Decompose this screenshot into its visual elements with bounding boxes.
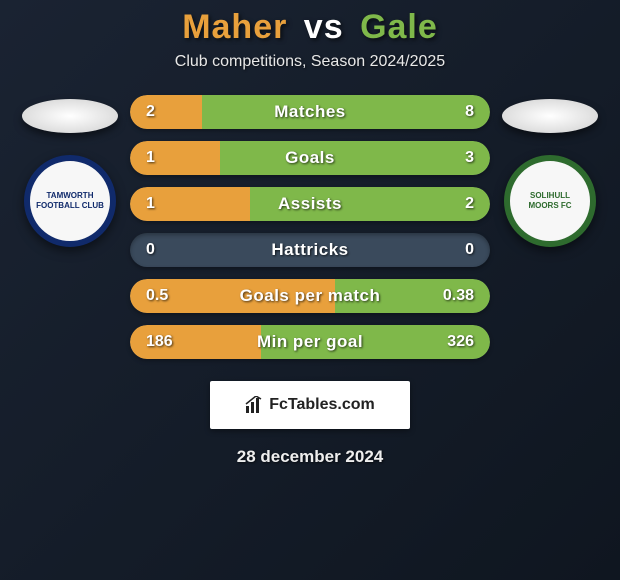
stat-bar-matches: 2 Matches 8 xyxy=(130,95,490,129)
attribution-badge: FcTables.com xyxy=(210,381,410,429)
stat-bar-hattricks: 0 Hattricks 0 xyxy=(130,233,490,267)
attribution-text: FcTables.com xyxy=(269,396,375,414)
player2-avatar-placeholder xyxy=(502,99,598,133)
stat-value-right: 326 xyxy=(434,333,474,351)
crest-right-label: SOLIHULL MOORS FC xyxy=(516,191,584,210)
stat-bar-assists: 1 Assists 2 xyxy=(130,187,490,221)
player1-club-crest: TAMWORTH FOOTBALL CLUB xyxy=(24,155,116,247)
stat-bar-goals: 1 Goals 3 xyxy=(130,141,490,175)
stat-value-right: 8 xyxy=(434,103,474,121)
left-column: TAMWORTH FOOTBALL CLUB xyxy=(10,95,130,247)
stat-value-left: 186 xyxy=(146,333,186,351)
stat-label: Matches xyxy=(274,102,346,122)
stat-value-right: 2 xyxy=(434,195,474,213)
stat-bar-goals-per-match: 0.5 Goals per match 0.38 xyxy=(130,279,490,313)
right-column: SOLIHULL MOORS FC xyxy=(490,95,610,247)
stat-label: Hattricks xyxy=(271,240,348,260)
crest-left-label: TAMWORTH FOOTBALL CLUB xyxy=(36,191,104,210)
date-text: 28 december 2024 xyxy=(237,447,384,467)
page-title: Maher vs Gale xyxy=(182,8,438,47)
title-player1: Maher xyxy=(182,8,287,46)
stat-label: Assists xyxy=(278,194,342,214)
main-row: TAMWORTH FOOTBALL CLUB 2Matches81Goals31… xyxy=(0,95,620,359)
stats-column: 2 Matches 8 1 Goals 3 1 Assists 2 0 Hattricks 0 0.5 G… xyxy=(130,95,490,359)
player2-club-crest: SOLIHULL MOORS FC xyxy=(504,155,596,247)
stat-label: Min per goal xyxy=(257,332,363,352)
subtitle: Club competitions, Season 2024/2025 xyxy=(175,53,445,71)
player1-avatar-placeholder xyxy=(22,99,118,133)
stat-value-left: 2 xyxy=(146,103,186,121)
stat-value-left: 0.5 xyxy=(146,287,186,305)
stat-value-left: 0 xyxy=(146,241,186,259)
stat-value-right: 0 xyxy=(434,241,474,259)
comparison-card: Maher vs Gale Club competitions, Season … xyxy=(0,0,620,580)
stat-value-left: 1 xyxy=(146,149,186,167)
stat-value-left: 1 xyxy=(146,195,186,213)
chart-icon xyxy=(245,396,263,414)
stat-label: Goals xyxy=(285,148,335,168)
title-vs: vs xyxy=(304,8,344,46)
stat-value-right: 0.38 xyxy=(434,287,474,305)
title-player2: Gale xyxy=(360,8,438,46)
stat-label: Goals per match xyxy=(240,286,381,306)
stat-value-right: 3 xyxy=(434,149,474,167)
stat-bar-min-per-goal: 186 Min per goal 326 xyxy=(130,325,490,359)
